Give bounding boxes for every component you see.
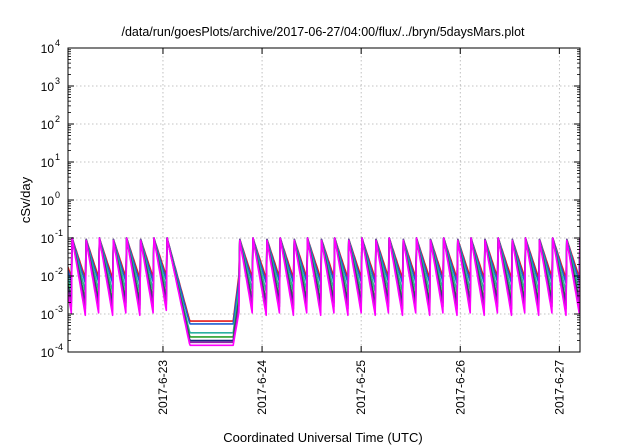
y-tick-label: 10: [41, 194, 55, 208]
x-axis-label: Coordinated Universal Time (UTC): [223, 430, 422, 445]
y-tick-label: 10: [41, 346, 55, 360]
x-tick-label: 2017-6-27: [552, 360, 566, 415]
y-tick-exponent: -1: [55, 228, 63, 238]
x-tick-label: 2017-6-26: [453, 360, 467, 415]
y-tick-label: 10: [41, 118, 55, 132]
x-tick-label: 2017-6-25: [354, 360, 368, 415]
y-tick-exponent: 0: [55, 190, 60, 200]
y-axis-label: cSv/day: [18, 176, 33, 223]
y-tick-label: 10: [41, 232, 55, 246]
y-tick-exponent: -3: [55, 304, 63, 314]
y-tick-label: 10: [41, 308, 55, 322]
series-line-magenta: [68, 237, 580, 347]
y-tick-label: 10: [41, 270, 55, 284]
y-tick-label: 10: [41, 42, 55, 56]
x-tick-label: 2017-6-23: [156, 360, 170, 415]
series-layer: [68, 237, 580, 347]
y-tick-exponent: 3: [55, 76, 60, 86]
y-tick-exponent: 4: [55, 38, 60, 48]
y-tick-label: 10: [41, 80, 55, 94]
y-tick-exponent: 1: [55, 152, 60, 162]
x-tick-label: 2017-6-24: [255, 360, 269, 415]
y-tick-exponent: 2: [55, 114, 60, 124]
y-tick-exponent: -2: [55, 266, 63, 276]
y-tick-label: 10: [41, 156, 55, 170]
chart-title: /data/run/goesPlots/archive/2017-06-27/0…: [121, 25, 525, 39]
y-tick-exponent: -4: [55, 342, 63, 352]
x-axis-ticks: 2017-6-23 2017-6-24 2017-6-25 2017-6-26 2017…: [156, 48, 566, 415]
grid: [68, 48, 580, 352]
